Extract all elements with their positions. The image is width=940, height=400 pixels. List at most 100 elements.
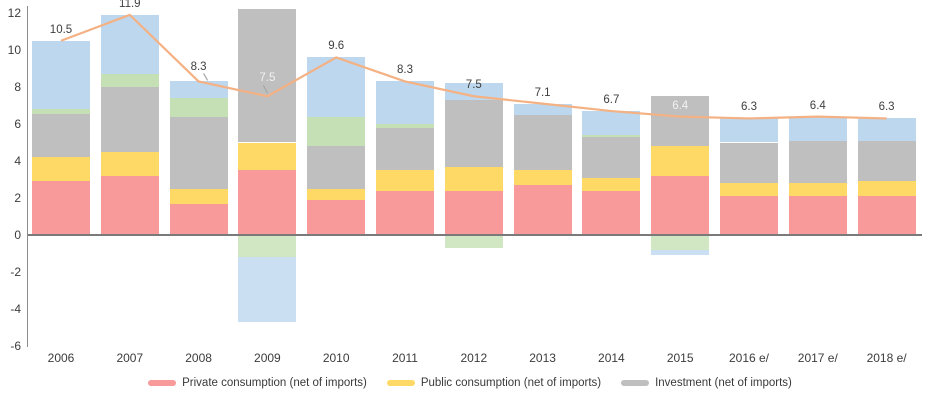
bar-segment (720, 118, 778, 143)
label-leader-line (203, 73, 209, 81)
legend-swatch-private-consumption-icon (148, 380, 177, 386)
x-axis-tick-label: 2016 e/ (728, 351, 770, 365)
bar-segment (307, 146, 366, 189)
bar-segment (788, 183, 847, 197)
bar-segment (582, 177, 641, 191)
bar-segment (238, 235, 297, 258)
bar-segment (444, 166, 503, 191)
y-axis-tick-label: 4 (14, 154, 21, 168)
data-point-label: 6.3 (741, 101, 757, 114)
legend-item-private-consumption: Private consumption (net of imports) (148, 377, 367, 389)
bar-segment (720, 142, 778, 184)
legend-item-investment: Investment (net of imports) (621, 377, 792, 389)
y-axis-tick-label: 2 (14, 191, 21, 205)
x-axis-tick-label: 2015 (666, 351, 694, 365)
bar-segment (444, 99, 503, 167)
bar-segment (857, 196, 916, 235)
y-axis-tick-label: 8 (14, 80, 21, 94)
y-axis-tick-label: 12 (7, 6, 21, 20)
x-axis-tick-label: 2008 (185, 351, 212, 365)
bar-segment (100, 74, 159, 87)
x-axis-tick-label: 2014 (598, 351, 625, 365)
bar-segment (513, 170, 572, 186)
legend-label: Private consumption (net of imports) (182, 377, 367, 389)
x-axis-tick-label: 2012 (460, 351, 488, 365)
data-point-label: 8.3 (190, 61, 207, 74)
data-point-label: 6.4 (809, 99, 826, 112)
y-axis-tick-label: -4 (10, 302, 21, 316)
bar-segment (100, 175, 159, 235)
bar-segment (307, 116, 366, 147)
bar-segment (100, 151, 159, 176)
bar-segment (32, 181, 90, 235)
y-axis-tick-label: -6 (10, 339, 21, 353)
data-point-label: 6.4 (672, 99, 689, 112)
bar-segment (720, 196, 778, 235)
x-axis-tick-label: 2013 (529, 351, 556, 365)
bar-segment (582, 136, 641, 178)
bar-segment (169, 188, 228, 204)
zero-baseline (28, 234, 922, 236)
x-axis-tick-label: 2007 (116, 351, 144, 365)
data-point-label: 6.3 (878, 101, 895, 114)
bar-segment (100, 87, 159, 152)
bar-segment (238, 257, 297, 322)
data-point-label: 6.7 (603, 94, 620, 107)
data-point-label: 9.6 (328, 40, 345, 53)
bar-segment (32, 109, 90, 114)
bar-segment (376, 124, 434, 128)
bar-segment (238, 170, 297, 235)
x-axis-tick-label: 2006 (47, 351, 75, 365)
y-axis-line (27, 6, 28, 347)
bar-segment (788, 140, 847, 184)
bar-segment (376, 170, 434, 191)
bar-segment (582, 135, 641, 137)
data-point-label: 7.5 (259, 72, 276, 85)
bar-segment (513, 103, 572, 115)
bar-segment (582, 190, 641, 235)
bar-segment (169, 81, 228, 99)
data-point-label: 7.1 (534, 86, 551, 99)
bar-segment (376, 190, 434, 235)
bar-segment (720, 183, 778, 197)
x-axis-tick-label: 2018 e/ (866, 351, 907, 365)
legend-label: Public consumption (net of imports) (420, 377, 602, 389)
bar-segment (857, 181, 916, 197)
legend-label: Investment (net of imports) (655, 377, 792, 389)
bar-segment (376, 127, 434, 171)
bar-segment (513, 185, 572, 235)
x-axis-tick-label: 2011 (392, 351, 418, 365)
bar-segment (169, 116, 228, 189)
x-axis-tick-label: 2010 (322, 351, 350, 365)
bar-segment (307, 188, 366, 200)
legend-swatch-public-consumption-icon (386, 380, 415, 386)
bar-segment (32, 40, 90, 110)
bar-segment (444, 235, 503, 248)
bar-segment (582, 111, 641, 136)
bar-segment (169, 98, 228, 117)
y-axis-tick-label: 0 (14, 228, 21, 242)
y-axis-tick-label: -2 (10, 265, 21, 279)
data-point-label: 11.9 (119, 0, 141, 10)
legend-item-public-consumption: Public consumption (net of imports) (386, 377, 602, 389)
bar-segment (857, 140, 916, 182)
bar-segment (857, 118, 916, 141)
bar-segment (376, 81, 434, 124)
x-axis-tick-label: 2009 (254, 351, 281, 365)
data-point-label: 10.5 (49, 23, 73, 36)
bar-segment (307, 57, 366, 117)
bar-segment (651, 249, 710, 256)
bar-segment (788, 116, 847, 141)
legend-swatch-investment-icon (621, 380, 650, 386)
bar-segment (651, 235, 710, 250)
legend: Private consumption (net of imports) Pub… (0, 377, 940, 389)
bar-segment (169, 203, 228, 235)
y-axis-tick-label: 6 (14, 117, 21, 131)
bar-segment (513, 114, 572, 171)
y-axis-tick-label: 10 (7, 43, 21, 57)
x-axis-tick-label: 2017 e/ (797, 351, 838, 365)
bar-segment (100, 14, 159, 75)
bar-segment (651, 146, 710, 176)
data-point-label: 7.5 (465, 79, 482, 92)
